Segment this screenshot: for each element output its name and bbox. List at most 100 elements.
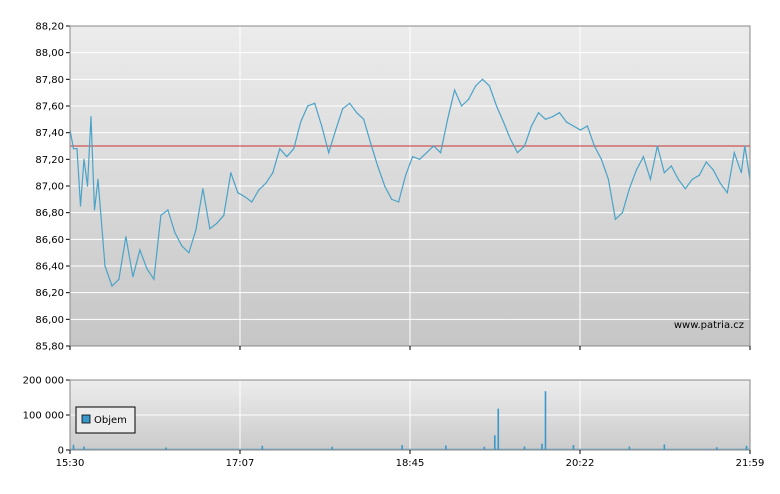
volume-ytick-label: 0	[58, 446, 64, 457]
xtick-label: 17:07	[226, 458, 255, 469]
price-point	[328, 152, 330, 154]
price-ytick-label: 85,80	[35, 342, 64, 353]
price-point	[635, 169, 637, 171]
price-point	[488, 85, 491, 87]
price-point	[558, 112, 561, 114]
price-point	[712, 169, 714, 171]
price-point	[132, 276, 134, 278]
volume-bar	[715, 447, 718, 450]
price-point	[223, 214, 225, 216]
volume-legend: Objem	[75, 406, 136, 434]
price-point	[251, 201, 253, 203]
price-ytick-label: 86,00	[35, 315, 64, 326]
price-point	[146, 268, 148, 270]
volume-baseline-bars	[70, 448, 750, 450]
volume-bar	[445, 445, 447, 450]
price-point	[698, 174, 700, 176]
price-point	[356, 112, 358, 114]
price-point	[495, 105, 498, 107]
price-point	[244, 196, 246, 198]
price-point	[76, 148, 78, 150]
price-point	[726, 192, 728, 194]
price-point	[509, 138, 512, 140]
price-point	[293, 148, 295, 150]
price-point	[391, 198, 393, 200]
price-point	[516, 152, 519, 154]
volume-ytick-label: 100 000	[23, 411, 64, 422]
price-point	[300, 121, 302, 123]
price-point	[202, 188, 204, 190]
price-point	[579, 129, 582, 131]
price-point	[160, 214, 162, 216]
volume-bar	[165, 447, 167, 450]
price-point	[118, 278, 120, 280]
price-point	[670, 165, 672, 167]
price-point	[744, 145, 746, 147]
price-point	[446, 118, 449, 120]
price-point	[216, 222, 218, 224]
price-point	[265, 182, 267, 184]
price-point	[363, 118, 365, 120]
price-point	[551, 116, 554, 118]
volume-bar	[483, 446, 486, 450]
watermark-text: www.patria.cz	[674, 320, 744, 331]
volume-bar	[523, 446, 526, 450]
volume-bar	[72, 444, 75, 450]
price-point	[467, 98, 470, 100]
price-ytick-label: 87,80	[35, 75, 64, 86]
price-point	[502, 121, 505, 123]
price-point	[740, 172, 742, 174]
price-ytick-label: 87,20	[35, 155, 64, 166]
price-ytick-label: 86,40	[35, 262, 64, 273]
price-point	[286, 156, 288, 158]
price-point	[586, 125, 589, 127]
price-point	[195, 229, 197, 231]
price-point	[93, 209, 96, 211]
price-point	[83, 158, 85, 160]
price-point	[209, 228, 211, 230]
volume-bar	[493, 435, 496, 450]
price-point	[705, 161, 707, 163]
price-point	[656, 145, 658, 147]
price-point	[272, 172, 274, 174]
volume-bar	[628, 446, 631, 450]
price-point	[719, 182, 721, 184]
price-point	[628, 188, 630, 190]
price-point	[691, 178, 693, 180]
price-ytick-label: 86,80	[35, 208, 64, 219]
price-point	[97, 178, 99, 180]
price-point	[104, 265, 106, 267]
xtick-label: 20:22	[566, 458, 595, 469]
price-point	[405, 174, 407, 176]
price-point	[398, 201, 400, 203]
price-point	[370, 142, 372, 144]
price-point	[537, 112, 540, 114]
volume-bar	[541, 443, 543, 450]
price-ytick-label: 88,20	[35, 22, 64, 33]
volume-bar	[544, 391, 547, 450]
price-point	[384, 185, 386, 187]
price-point	[439, 152, 442, 154]
price-point	[181, 245, 183, 247]
price-point	[153, 278, 155, 280]
price-point	[230, 172, 232, 174]
price-ytick-label: 87,00	[35, 182, 64, 193]
volume-bar	[497, 408, 500, 450]
volume-bar	[572, 445, 575, 450]
xtick-label: 15:30	[56, 458, 85, 469]
price-point	[684, 188, 686, 190]
price-ytick-label: 88,00	[35, 48, 64, 59]
price-point	[342, 108, 344, 110]
price-point	[474, 85, 477, 87]
price-point	[481, 78, 484, 80]
xtick-label: 21:59	[736, 458, 765, 469]
price-point	[139, 249, 141, 251]
price-point	[607, 178, 610, 180]
price-point	[614, 218, 616, 220]
price-point	[307, 105, 309, 107]
price-point	[174, 232, 176, 234]
volume-bar	[83, 446, 85, 450]
price-point	[111, 285, 113, 287]
volume-bar	[401, 445, 403, 450]
price-point	[663, 172, 665, 174]
